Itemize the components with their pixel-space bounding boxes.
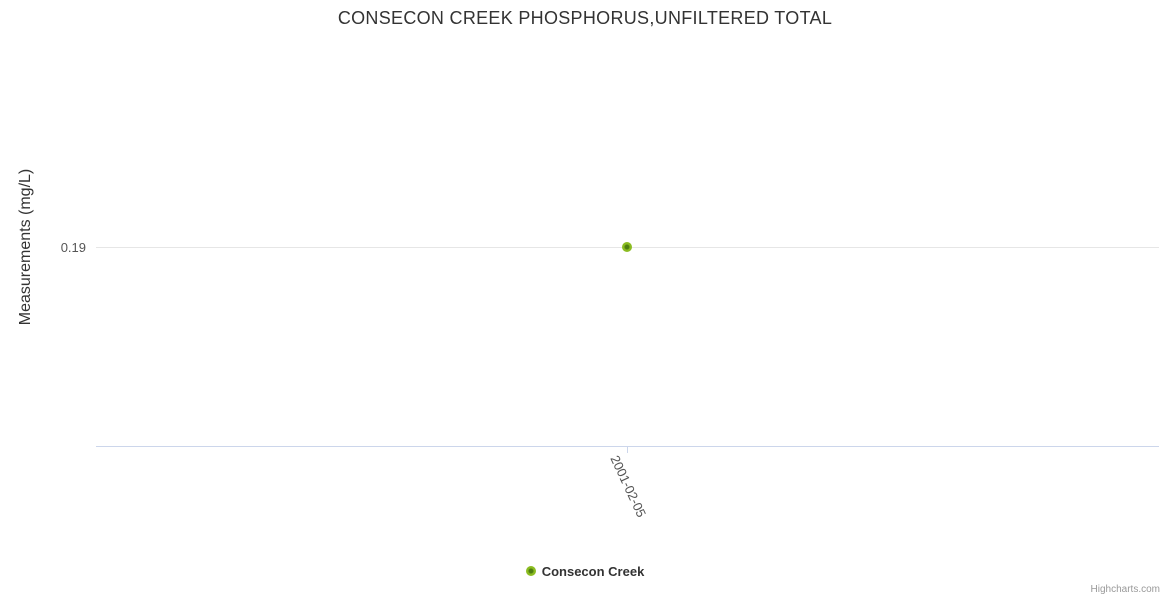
x-axis-tick-label: 2001-02-05 xyxy=(607,453,650,520)
legend-item-consecon-creek[interactable]: Consecon Creek xyxy=(525,563,645,579)
y-axis-tick-label: 0.19 xyxy=(60,240,86,255)
chart-title: CONSECON CREEK PHOSPHORUS,UNFILTERED TOT… xyxy=(337,8,833,28)
legend-marker-icon xyxy=(525,566,536,576)
x-axis-tick-mark xyxy=(627,447,628,453)
legend: Consecon Creek xyxy=(0,563,1170,581)
x-axis-line xyxy=(96,446,1159,447)
legend-item-label: Consecon Creek xyxy=(541,563,645,579)
highcharts-credit-link[interactable]: Highcharts.com xyxy=(1090,584,1160,595)
data-point-marker[interactable] xyxy=(622,242,632,252)
